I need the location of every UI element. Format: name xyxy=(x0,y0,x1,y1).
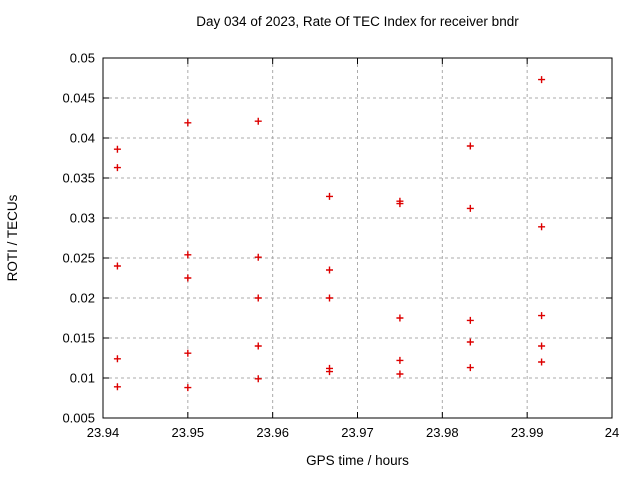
data-point xyxy=(538,358,546,366)
data-point xyxy=(184,274,192,282)
data-point xyxy=(254,342,262,350)
x-tick-label: 23.96 xyxy=(256,425,289,440)
y-tick-label: 0.025 xyxy=(62,251,95,266)
y-tick-label: 0.03 xyxy=(70,211,95,226)
data-point xyxy=(466,142,474,150)
y-tick-label: 0.05 xyxy=(70,51,95,66)
data-point xyxy=(466,316,474,324)
data-point xyxy=(466,204,474,212)
data-point xyxy=(113,262,121,270)
data-point xyxy=(326,368,334,376)
chart-title: Day 034 of 2023, Rate Of TEC Index for r… xyxy=(196,14,519,29)
x-tick-label: 23.99 xyxy=(511,425,544,440)
data-point xyxy=(254,294,262,302)
data-point xyxy=(538,76,546,84)
data-point xyxy=(466,364,474,372)
data-point xyxy=(326,266,334,274)
data-point xyxy=(396,314,404,322)
data-point xyxy=(466,338,474,346)
y-tick-label: 0.045 xyxy=(62,91,95,106)
data-point xyxy=(538,223,546,231)
data-point xyxy=(113,145,121,153)
data-point xyxy=(396,370,404,378)
y-tick-label: 0.04 xyxy=(70,131,95,146)
data-point xyxy=(254,375,262,383)
x-tick-label: 23.97 xyxy=(341,425,374,440)
x-tick-label: 23.94 xyxy=(87,425,120,440)
x-tick-label: 23.95 xyxy=(172,425,205,440)
x-axis-label: GPS time / hours xyxy=(306,453,409,468)
data-point xyxy=(396,200,404,208)
data-point xyxy=(113,383,121,391)
x-tick-label: 23.98 xyxy=(426,425,459,440)
data-point xyxy=(184,384,192,392)
data-point xyxy=(538,342,546,350)
data-point xyxy=(113,355,121,363)
y-tick-label: 0.02 xyxy=(70,291,95,306)
data-point xyxy=(184,119,192,127)
data-point xyxy=(184,251,192,259)
data-point xyxy=(184,349,192,357)
data-point xyxy=(396,356,404,364)
data-point xyxy=(326,294,334,302)
data-point xyxy=(326,192,334,200)
x-tick-label: 24 xyxy=(605,425,619,440)
y-tick-label: 0.035 xyxy=(62,171,95,186)
y-tick-label: 0.005 xyxy=(62,411,95,426)
y-tick-label: 0.01 xyxy=(70,371,95,386)
data-point xyxy=(538,312,546,320)
data-point xyxy=(254,117,262,125)
y-tick-label: 0.015 xyxy=(62,331,95,346)
data-point xyxy=(254,253,262,261)
data-point xyxy=(113,164,121,172)
